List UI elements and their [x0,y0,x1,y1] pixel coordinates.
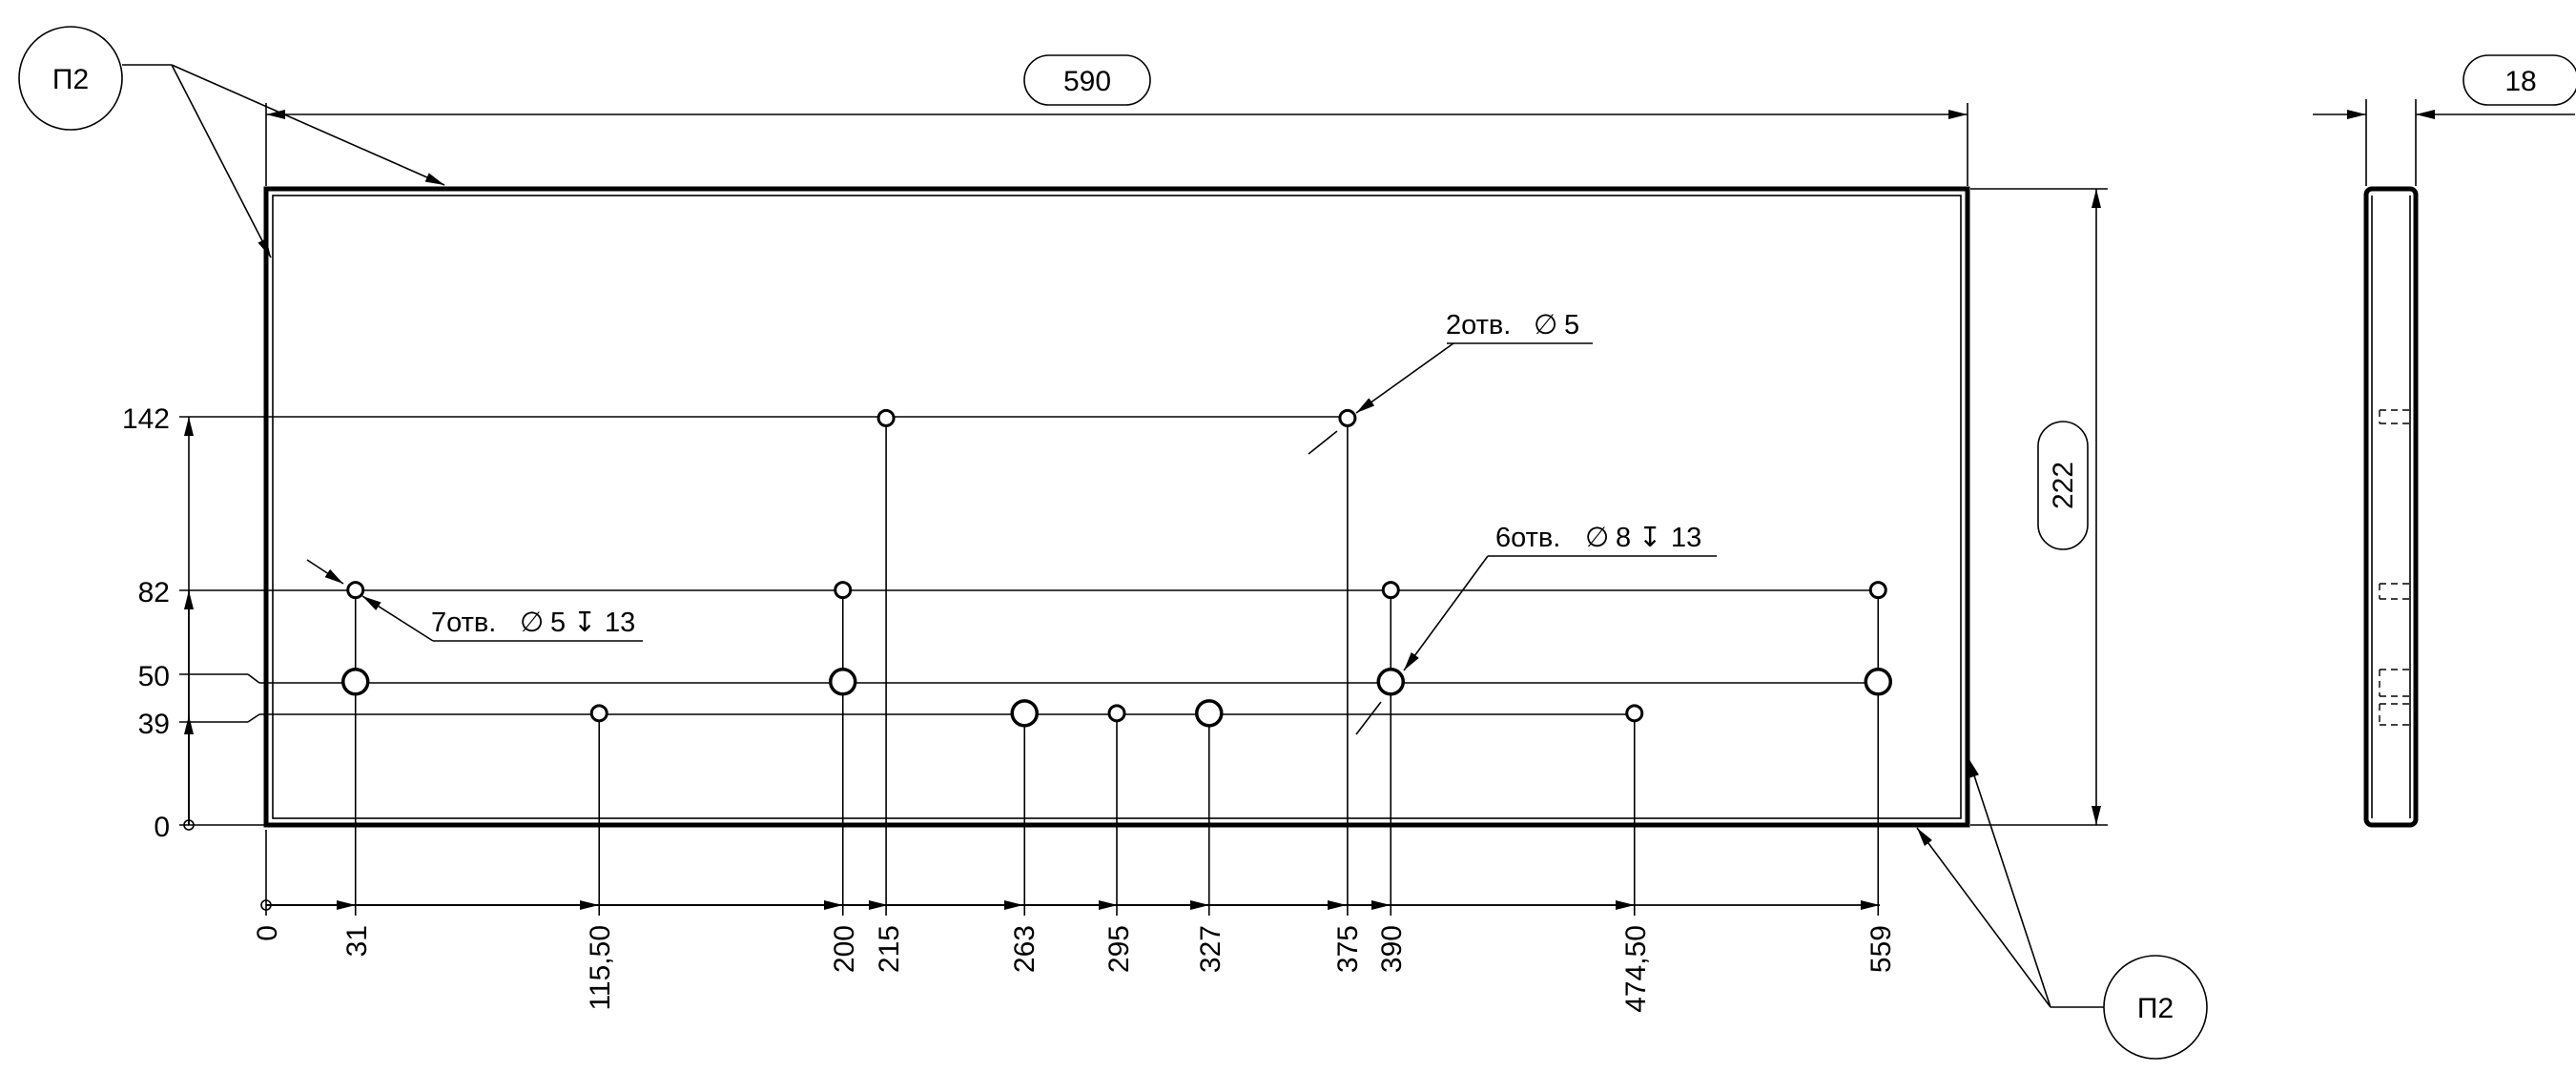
side-hole-5mm [1338,408,1357,427]
width-value: 590 [1063,66,1111,97]
hole-5mm [1625,704,1644,723]
part-marker-top: П2 [18,26,445,258]
callout-face-holes-spec: 5 [550,608,566,638]
hole-5mm [1868,581,1887,600]
x-dimension-labels: 0 31 115,50 200 215 263 295 327 375 390 … [252,925,1897,1013]
y-dimensions: 142 82 50 39 0 [122,403,1886,843]
hole-8mm [1195,699,1224,728]
x-dimensions [260,830,1880,916]
callout-big-holes-depth: 13 [1671,523,1701,553]
x-dim-0: 0 [252,925,283,941]
x-dim-375: 375 [1332,925,1364,973]
hole-5mm [834,581,853,600]
hole-8mm [1010,699,1039,728]
holes [340,408,1893,728]
part-marker-bottom-label: П2 [2137,993,2174,1024]
callout-side-holes-spec: 5 [1564,310,1579,340]
callout-face-holes: 7отв. ∅ 5 ↧ 13 [306,559,643,642]
hole-8mm [340,668,370,696]
y-dim-0: 0 [154,812,170,843]
hole-5mm [346,581,365,600]
callout-face-holes-depth: 13 [605,608,635,638]
part-marker-top-label: П2 [52,64,89,95]
side-view [2363,186,2419,828]
part-marker-bottom: П2 [1916,757,2208,1060]
width-dimension: 590 [265,54,1968,186]
thickness-value: 18 [2504,66,2536,97]
hole-8mm [1376,668,1406,696]
x-dim-295: 295 [1103,925,1135,973]
height-dimension: 222 [1970,188,2108,826]
callout-face-holes-depth-sym: ↧ [573,608,596,638]
callout-face-holes-text: 7отв. [431,608,496,638]
callout-big-holes-text: 6отв. [1495,523,1560,553]
y-dim-82: 82 [138,577,170,608]
hole-5mm [1107,704,1126,723]
y-dim-39: 39 [138,709,170,740]
callout-side-holes-diam: ∅ [1534,310,1557,340]
side-hole-5mm [876,408,896,427]
callout-side-holes: 2отв. ∅ 5 [1308,310,1593,455]
callout-big-holes: 6отв. ∅ 8 ↧ 13 [1355,523,1717,735]
x-dim-474-50: 474,50 [1620,925,1652,1013]
x-extension-lines [354,418,1880,916]
x-dim-215: 215 [874,925,905,973]
callout-big-holes-spec: 8 [1616,523,1631,553]
x-dim-390: 390 [1376,925,1408,973]
x-dim-559: 559 [1865,925,1897,973]
x-dim-115-50: 115,50 [585,925,616,1011]
x-dim-31: 31 [341,925,373,957]
y-dim-50: 50 [138,661,170,692]
y-dim-142: 142 [122,403,170,435]
callout-face-holes-diam: ∅ [520,608,544,638]
callout-big-holes-diam: ∅ [1585,523,1609,553]
height-value: 222 [2048,462,2079,509]
callout-big-holes-depth-sym: ↧ [1638,523,1661,553]
callout-side-holes-text: 2отв. [1446,310,1511,340]
x-dim-263: 263 [1009,925,1041,973]
hole-5mm [1381,581,1400,600]
hole-8mm [828,668,857,696]
hole-8mm [1864,668,1893,696]
hole-5mm [589,704,608,723]
x-dim-327: 327 [1195,925,1226,973]
thickness-dimension: 18 [2313,54,2576,186]
x-dim-200: 200 [829,925,860,973]
